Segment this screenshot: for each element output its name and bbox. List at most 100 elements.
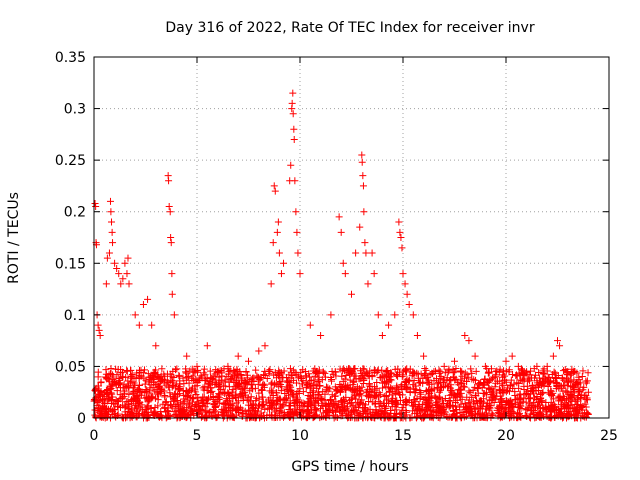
band-point <box>462 404 470 412</box>
band-point <box>388 385 396 393</box>
band-point <box>441 369 449 377</box>
data-point <box>352 249 360 257</box>
band-point <box>351 386 359 394</box>
band-point <box>268 413 276 421</box>
band-point <box>238 406 246 414</box>
band-point <box>258 386 266 394</box>
band-point <box>409 369 417 377</box>
band-point <box>479 413 487 421</box>
data-point <box>280 259 288 267</box>
data-point <box>564 368 572 376</box>
band-point <box>107 365 115 373</box>
data-point <box>339 259 347 267</box>
band-point <box>363 388 371 396</box>
band-point <box>425 410 433 418</box>
band-point <box>234 372 242 380</box>
band-point <box>238 389 246 397</box>
data-point <box>255 347 263 355</box>
band-point <box>527 388 535 396</box>
band-point <box>522 406 530 414</box>
band-point <box>135 371 143 379</box>
band-point <box>579 367 587 375</box>
data-point <box>574 383 582 391</box>
band-point <box>347 399 355 407</box>
band-point <box>525 375 533 383</box>
band-point <box>465 409 473 417</box>
band-point <box>94 368 102 376</box>
band-point <box>141 380 149 388</box>
band-point <box>515 399 523 407</box>
band-point <box>271 406 279 414</box>
band-point <box>392 399 400 407</box>
band-point <box>463 371 471 379</box>
band-point <box>99 413 107 421</box>
band-point <box>163 413 171 421</box>
data-point <box>293 228 301 236</box>
data-point <box>508 352 516 360</box>
band-point <box>289 393 297 401</box>
band-point <box>531 402 539 410</box>
data-point <box>405 301 413 309</box>
data-point <box>292 208 300 216</box>
band-point <box>189 376 197 384</box>
band-point <box>93 407 101 415</box>
band-point <box>217 386 225 394</box>
band-point <box>164 408 172 416</box>
band-point <box>553 381 561 389</box>
band-point <box>161 392 169 400</box>
data-point <box>168 270 176 278</box>
band-point <box>382 392 390 400</box>
band-point <box>452 375 460 383</box>
band-point <box>258 412 266 420</box>
band-point <box>536 397 544 405</box>
band-point <box>342 405 350 413</box>
band-point <box>288 408 296 416</box>
band-point <box>555 409 563 417</box>
band-point <box>144 409 152 417</box>
band-point <box>564 390 572 398</box>
band-point <box>161 372 169 380</box>
band-point <box>564 382 572 390</box>
band-point <box>211 407 219 415</box>
band-point <box>184 401 192 409</box>
band-point <box>551 374 559 382</box>
band-point <box>415 379 423 387</box>
band-point <box>392 384 400 392</box>
data-point <box>359 182 367 190</box>
band-point <box>154 371 162 379</box>
band-point <box>234 381 242 389</box>
band-point <box>383 396 391 404</box>
band-point <box>338 367 346 375</box>
band-point <box>337 382 345 390</box>
band-point <box>535 413 543 421</box>
band-point <box>563 378 571 386</box>
band-point <box>362 368 370 376</box>
band-point <box>459 403 467 411</box>
band-point <box>371 400 379 408</box>
band-point <box>154 382 162 390</box>
band-point <box>386 376 394 384</box>
band-point <box>495 385 503 393</box>
band-point <box>183 373 191 381</box>
band-point <box>199 393 207 401</box>
band-point <box>252 366 260 374</box>
band-point <box>398 373 406 381</box>
band-point <box>380 372 388 380</box>
band-point <box>472 404 480 412</box>
band-point <box>272 389 280 397</box>
band-point <box>124 383 132 391</box>
data-point <box>358 151 366 159</box>
band-point <box>275 382 283 390</box>
data-point <box>289 89 297 97</box>
band-point <box>304 413 312 421</box>
band-point <box>199 412 207 420</box>
band-point <box>436 394 444 402</box>
band-point <box>286 365 294 373</box>
band-point <box>110 377 118 385</box>
band-point <box>470 405 478 413</box>
band-point <box>121 403 129 411</box>
band-point <box>504 386 512 394</box>
band-point <box>247 376 255 384</box>
band-point <box>467 365 475 373</box>
